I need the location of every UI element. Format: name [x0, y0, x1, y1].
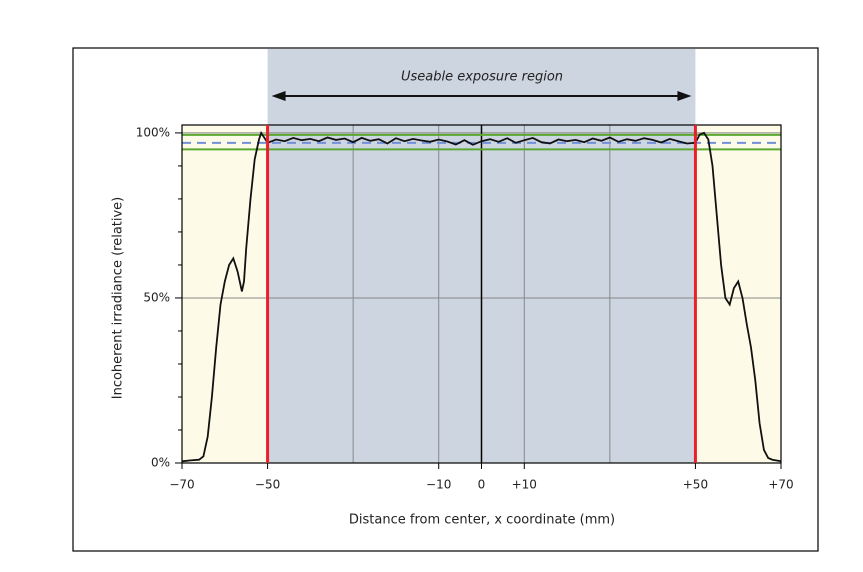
data-line: [181, 130, 782, 463]
x-tick-label: −70: [169, 478, 194, 492]
x-tick-label: +10: [512, 478, 537, 492]
x-tick-label: +50: [683, 478, 708, 492]
y-tick-label: 0%: [151, 456, 170, 470]
x-axis-label: Distance from center, x coordinate (mm): [349, 513, 615, 528]
x-tick-label: −50: [255, 478, 280, 492]
annotation: Useable exposure region: [401, 70, 563, 85]
arrow-head: [677, 91, 692, 101]
x-tick-label: 0: [478, 478, 486, 492]
arrow-head: [271, 91, 286, 101]
plot-border: [181, 124, 782, 464]
y-axis-label: Incoherent irradiance (relative): [111, 197, 126, 400]
y-tick-label: 50%: [143, 290, 170, 304]
y-tick-label: 100%: [136, 125, 170, 139]
x-tick-label: +70: [768, 478, 793, 492]
x-tick-label: −10: [426, 478, 451, 492]
